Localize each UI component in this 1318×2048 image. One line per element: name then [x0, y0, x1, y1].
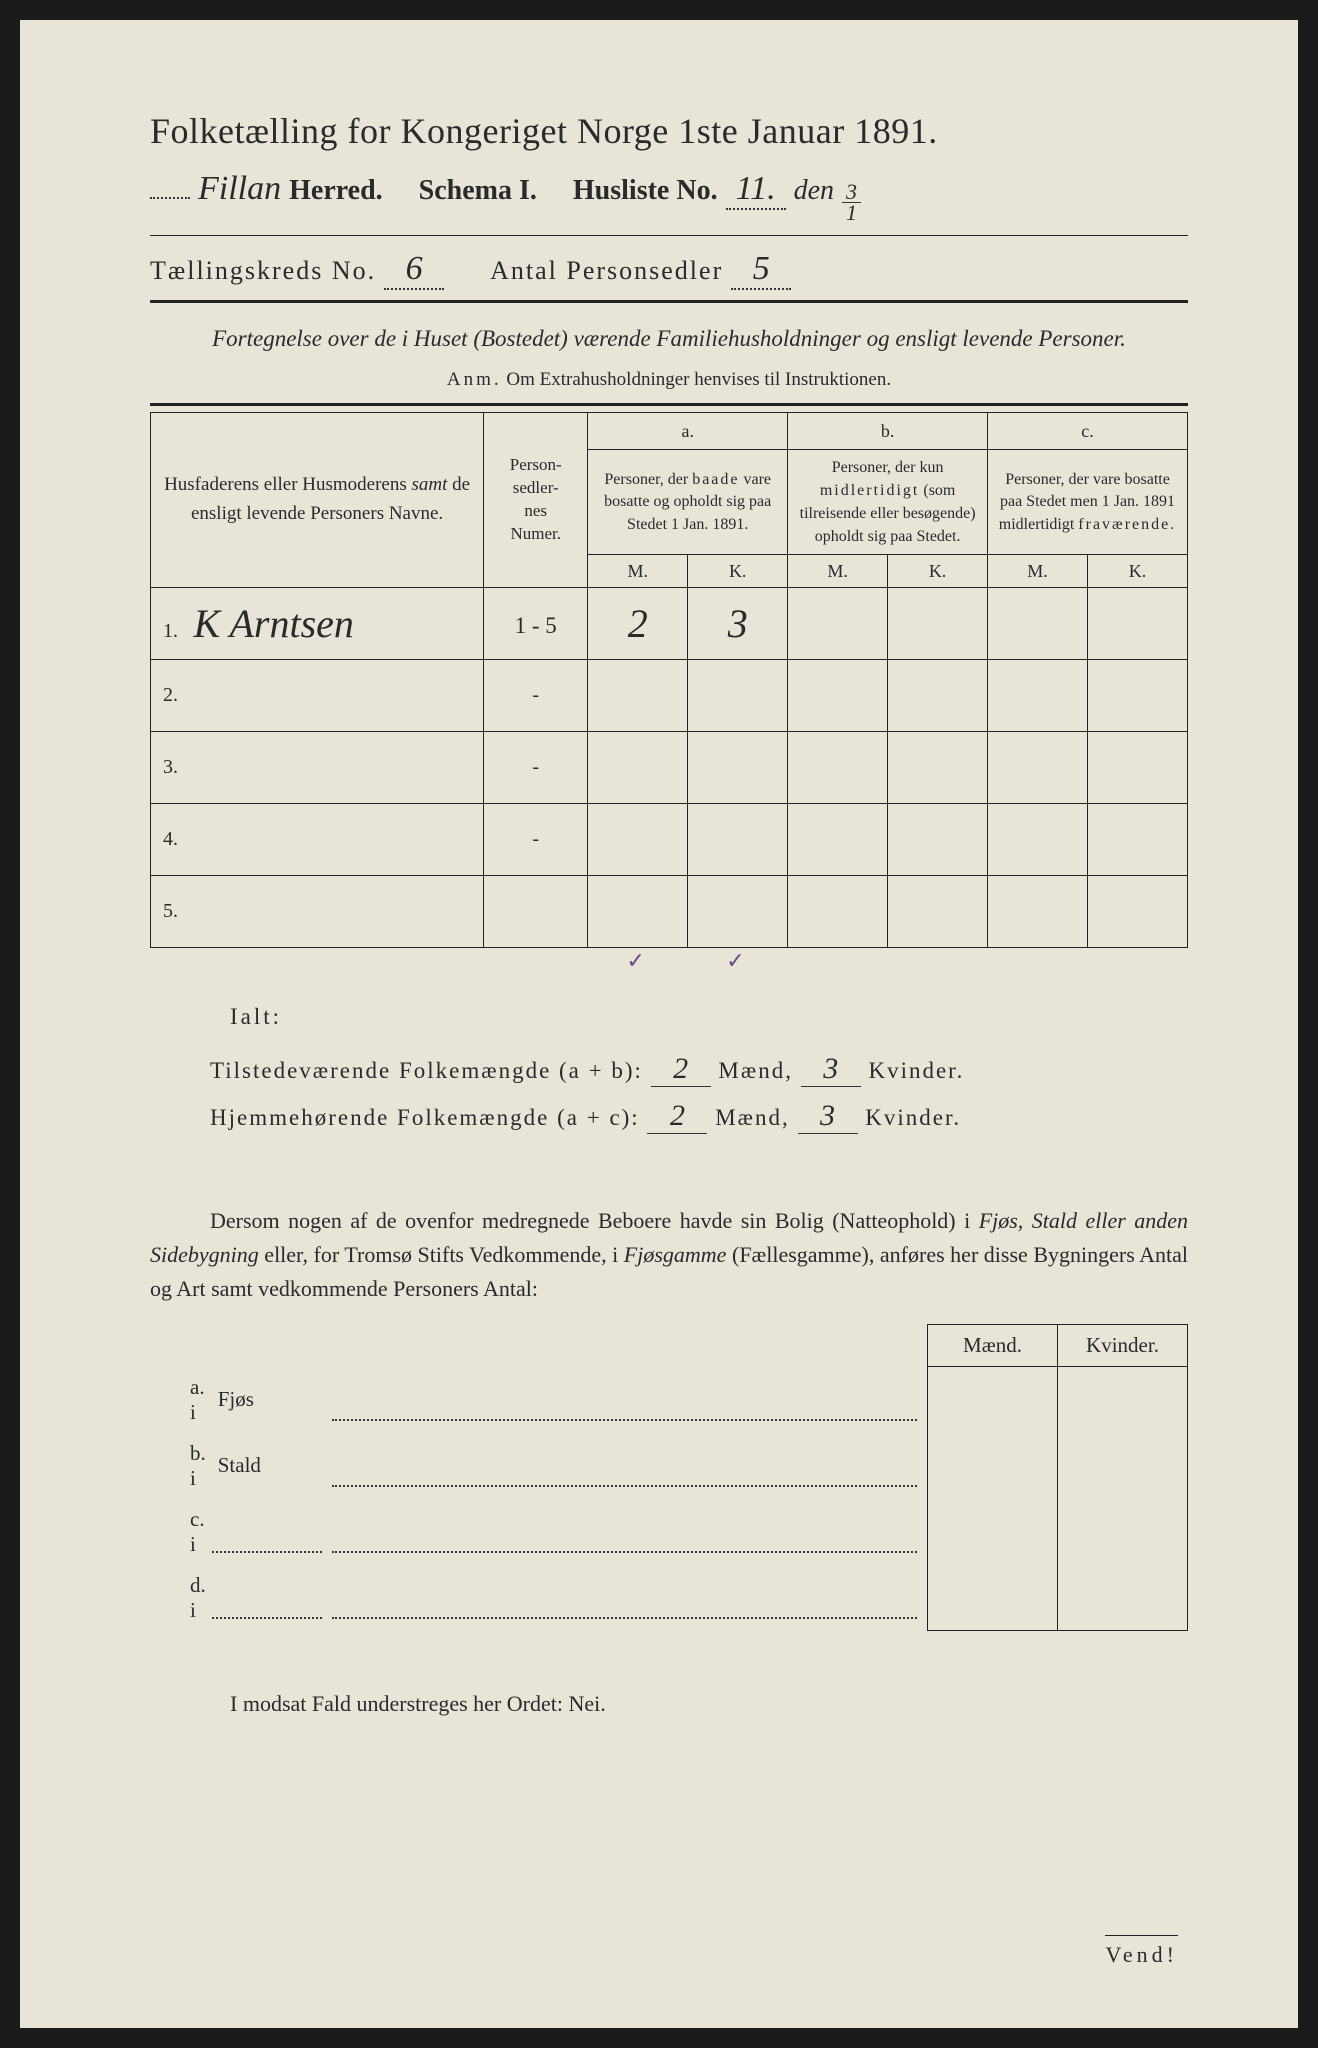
ialt-row-2: Hjemmehørende Folkemængde (a + c): 2 Mæn…	[210, 1099, 1188, 1134]
kreds-label: Tællingskreds No.	[150, 256, 376, 286]
col-a-label: a.	[588, 412, 788, 449]
census-form-page: Folketælling for Kongeriget Norge 1ste J…	[20, 20, 1298, 2028]
rule-thick	[150, 403, 1188, 406]
herred-value: Fillan	[198, 170, 281, 208]
ialt-block: Ialt: Tilstedeværende Folkemængde (a + b…	[150, 1004, 1188, 1134]
name-value: K Arntsen	[194, 601, 354, 646]
page-title: Folketælling for Kongeriget Norge 1ste J…	[150, 110, 1188, 152]
husliste-label: Husliste No.	[573, 175, 718, 207]
col-c-k: K.	[1087, 554, 1187, 587]
col-name-header: Husfaderens eller Husmoderens samt de en…	[151, 412, 484, 587]
date-fraction: 3 1	[842, 182, 861, 223]
col-b-header: Personer, der kun midlertidigt (som tilr…	[788, 450, 988, 555]
table-body: 1. K Arntsen 1 - 5 2 3 2. - 3. - 4.	[151, 588, 1188, 948]
ialt-r2-k: 3	[798, 1099, 858, 1134]
bottom-line: I modsat Fald understreges her Ordet: Ne…	[230, 1691, 1188, 1717]
anm-line: Anm. Om Extrahusholdninger henvises til …	[150, 369, 1188, 391]
col-numer-header: Person- sedler- nes Numer.	[484, 412, 588, 587]
paragraph: Dersom nogen af de ovenfor medregnede Be…	[150, 1204, 1188, 1306]
building-table: Mænd. Kvinder. a. i Fjøs b. i Stald c. i…	[150, 1324, 1188, 1631]
mk-maend-header: Mænd.	[928, 1325, 1058, 1367]
building-row: d. i	[150, 1565, 1188, 1631]
col-b-m: M.	[788, 554, 888, 587]
tick-row: ✓ ✓	[150, 948, 1188, 974]
ialt-r1-m: 2	[651, 1052, 711, 1087]
census-table: Husfaderens eller Husmoderens samt de en…	[150, 412, 1188, 948]
col-b-k: K.	[888, 554, 988, 587]
table-row: 2. -	[151, 660, 1188, 732]
header-line-2: Fillan Herred. Schema I. Husliste No. 11…	[150, 170, 1188, 223]
herred-label: Herred.	[289, 175, 383, 207]
subtitle: Fortegnelse over de i Huset (Bostedet) v…	[150, 323, 1188, 355]
mk-kvinder-header: Kvinder.	[1058, 1325, 1188, 1367]
rule	[150, 235, 1188, 236]
ialt-r1-k: 3	[801, 1052, 861, 1087]
building-row: c. i	[150, 1499, 1188, 1565]
building-row: b. i Stald	[150, 1433, 1188, 1499]
header-line-3: Tællingskreds No. 6 Antal Personsedler 5	[150, 250, 1188, 290]
kreds-no: 6	[384, 250, 444, 290]
col-a-m: M.	[588, 554, 688, 587]
building-row: a. i Fjøs	[150, 1367, 1188, 1433]
table-row: 5.	[151, 876, 1188, 948]
ialt-row-1: Tilstedeværende Folkemængde (a + b): 2 M…	[210, 1052, 1188, 1087]
table-row: 4. -	[151, 804, 1188, 876]
husliste-no: 11.	[726, 170, 786, 210]
den-label: den	[794, 175, 834, 207]
ialt-r2-m: 2	[647, 1099, 707, 1134]
col-a-k: K.	[688, 554, 788, 587]
col-a-header: Personer, der baade vare bosatte og opho…	[588, 450, 788, 555]
table-row: 1. K Arntsen 1 - 5 2 3	[151, 588, 1188, 660]
antal-value: 5	[731, 250, 791, 290]
tick-mark: ✓	[686, 948, 786, 974]
vend-label: Vend!	[1105, 1935, 1178, 1968]
col-c-header: Personer, der vare bosatte paa Stedet me…	[988, 450, 1188, 555]
ialt-title: Ialt:	[230, 1004, 1188, 1030]
col-b-label: b.	[788, 412, 988, 449]
tick-mark: ✓	[586, 948, 686, 974]
table-row: 3. -	[151, 732, 1188, 804]
col-c-m: M.	[988, 554, 1088, 587]
rule-thick	[150, 300, 1188, 303]
antal-label: Antal Personsedler	[490, 256, 723, 286]
schema-label: Schema I.	[419, 175, 537, 207]
col-c-label: c.	[988, 412, 1188, 449]
